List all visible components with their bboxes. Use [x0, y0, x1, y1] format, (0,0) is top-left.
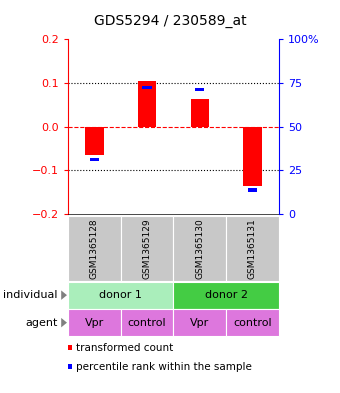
- Text: donor 2: donor 2: [205, 290, 248, 300]
- Text: GDS5294 / 230589_at: GDS5294 / 230589_at: [94, 14, 246, 28]
- Text: individual: individual: [3, 290, 58, 300]
- Bar: [142, 86, 152, 89]
- Text: percentile rank within the sample: percentile rank within the sample: [76, 362, 252, 372]
- Text: control: control: [233, 318, 272, 328]
- Text: GSM1365129: GSM1365129: [142, 218, 152, 279]
- Bar: [138, 81, 156, 127]
- Text: control: control: [128, 318, 166, 328]
- Text: GSM1365128: GSM1365128: [90, 218, 99, 279]
- Bar: [85, 127, 104, 155]
- Text: donor 1: donor 1: [99, 290, 142, 300]
- Bar: [248, 188, 257, 192]
- Text: Vpr: Vpr: [85, 318, 104, 328]
- Bar: [195, 88, 204, 91]
- Text: Vpr: Vpr: [190, 318, 209, 328]
- Text: GSM1365130: GSM1365130: [195, 218, 204, 279]
- Text: transformed count: transformed count: [76, 343, 173, 353]
- Bar: [90, 158, 99, 161]
- Bar: [190, 99, 209, 127]
- Text: agent: agent: [26, 318, 58, 328]
- Bar: [243, 127, 262, 186]
- Text: GSM1365131: GSM1365131: [248, 218, 257, 279]
